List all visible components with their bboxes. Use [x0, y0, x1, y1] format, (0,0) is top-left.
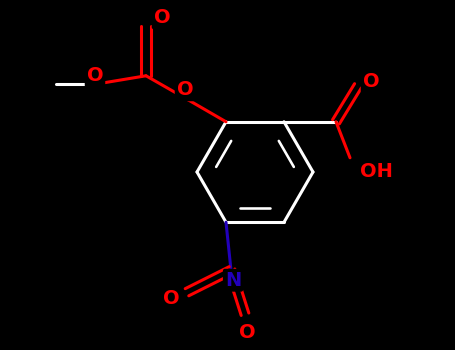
Text: O: O — [163, 289, 179, 308]
Text: OH: OH — [360, 162, 393, 181]
Text: O: O — [177, 80, 193, 99]
Text: O: O — [363, 72, 379, 91]
Text: O: O — [154, 8, 170, 27]
Text: O: O — [87, 66, 103, 85]
Text: O: O — [239, 323, 255, 342]
Text: N: N — [225, 271, 241, 290]
